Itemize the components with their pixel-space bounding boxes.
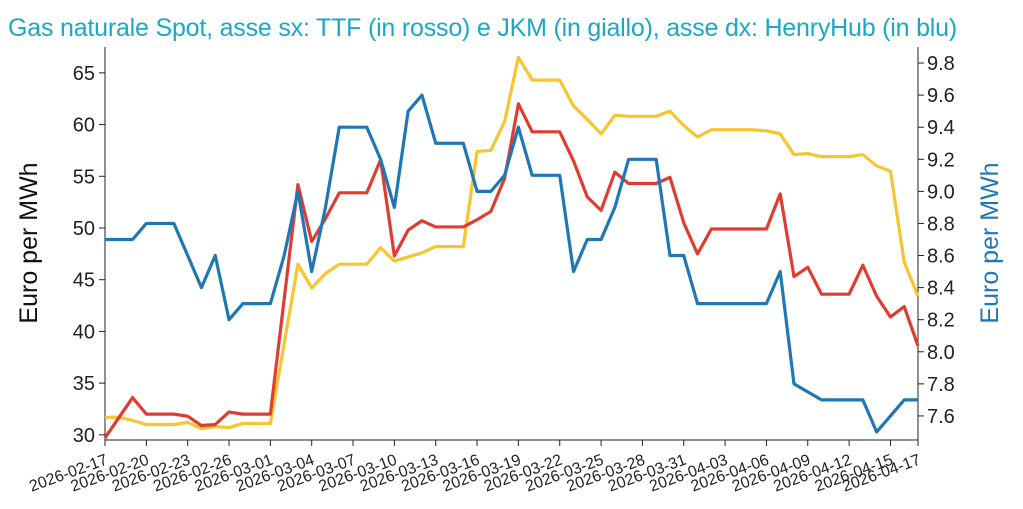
- right-axis: 7.6 7.8 8.0 8.2 8.4 8.6 8.8 9.0 9.2 9.4 9.6 9.8: [917, 47, 955, 440]
- left-tick-label: 30: [73, 425, 95, 447]
- left-tick-label: 55: [73, 166, 95, 188]
- right-tick-label: 9.2: [927, 149, 955, 171]
- left-tick-label: 50: [73, 218, 95, 240]
- right-tick-label: 8.4: [927, 278, 955, 300]
- right-tick-label: 9.8: [927, 53, 955, 75]
- left-tick-label: 35: [73, 373, 95, 395]
- left-tick-label: 65: [73, 63, 95, 85]
- right-tick-label: 8.2: [927, 310, 955, 332]
- y-axis-title-right: Euro per MWh: [976, 162, 1004, 323]
- y-axis-title-left: Euro per MWh: [15, 162, 43, 323]
- left-axis: 30 35 40 45 50 55 60 65: [73, 47, 106, 447]
- right-tick-label: 9.4: [927, 117, 955, 139]
- x-axis: 2026-02-172026-02-202026-02-232026-02-26…: [27, 439, 923, 496]
- right-tick-label: 8.0: [927, 342, 955, 364]
- left-tick-label: 45: [73, 270, 95, 292]
- left-tick-label: 60: [73, 115, 95, 137]
- chart-title: Gas naturale Spot, asse sx: TTF (in ross…: [8, 14, 957, 42]
- series-line-jkm: [105, 55, 920, 431]
- left-tick-label: 40: [73, 321, 95, 343]
- right-tick-label: 9.6: [927, 85, 955, 107]
- right-tick-label: 7.8: [927, 374, 955, 396]
- series-line-ttf: [103, 102, 920, 439]
- right-tick-label: 8.6: [927, 246, 955, 268]
- series-group: [103, 55, 920, 439]
- right-tick-label: 7.6: [927, 406, 955, 428]
- right-tick-label: 9.0: [927, 181, 955, 203]
- series-line-henryhub: [105, 93, 918, 434]
- right-tick-label: 8.8: [927, 213, 955, 235]
